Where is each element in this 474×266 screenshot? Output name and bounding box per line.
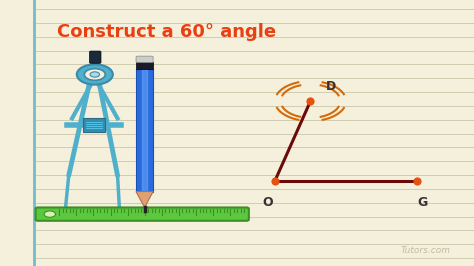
Circle shape (44, 211, 55, 217)
FancyBboxPatch shape (136, 56, 153, 63)
FancyBboxPatch shape (90, 51, 101, 63)
Text: D: D (326, 80, 336, 93)
FancyBboxPatch shape (136, 69, 153, 192)
Text: Tutors.com: Tutors.com (401, 246, 450, 255)
Text: G: G (418, 196, 428, 209)
Point (413, 179, 421, 183)
Polygon shape (136, 192, 153, 207)
FancyBboxPatch shape (136, 62, 153, 69)
Point (271, 179, 279, 183)
FancyBboxPatch shape (83, 118, 105, 132)
Circle shape (84, 69, 105, 80)
Point (307, 99, 314, 103)
Circle shape (90, 72, 100, 77)
Text: O: O (263, 196, 273, 209)
Circle shape (77, 64, 113, 85)
Text: Construct a 60° angle: Construct a 60° angle (57, 23, 276, 41)
FancyBboxPatch shape (36, 207, 249, 221)
